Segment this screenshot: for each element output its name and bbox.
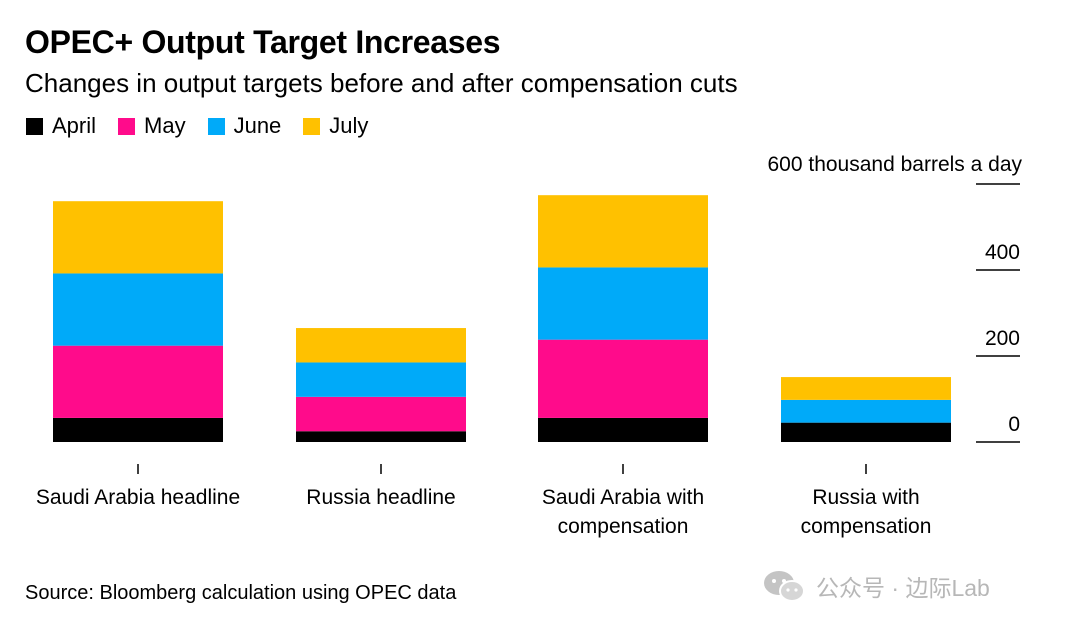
- x-label-line: Russia headline: [306, 486, 455, 509]
- bar-saudi-arabia-headline-april: [53, 417, 223, 442]
- legend-swatch-july: [303, 117, 321, 135]
- watermark: 公众号 · 边际Lab: [762, 568, 990, 604]
- y-tick-label-200: 200: [985, 327, 1020, 350]
- bar-saudi-arabia-headline-june: [53, 273, 223, 346]
- legend-item-may: May: [118, 113, 186, 139]
- bar-saudi-arabia-with-compensation-may: [538, 339, 708, 418]
- x-label-saudi-arabia-headline: Saudi Arabia headline: [36, 486, 240, 509]
- bar-saudi-arabia-headline-may: [53, 345, 223, 418]
- legend: April May June July: [26, 113, 390, 139]
- y-tick-label-400: 400: [985, 241, 1020, 264]
- y-tick-label-0: 0: [1008, 413, 1020, 436]
- wechat-icon: [764, 571, 805, 602]
- legend-label-june: June: [233, 113, 282, 138]
- legend-item-june: June: [207, 113, 282, 139]
- y-axis-unit-label: 600 thousand barrels a day: [767, 153, 1022, 176]
- bar-russia-with-compensation-june: [781, 399, 951, 423]
- x-label-line: Russia with: [812, 486, 919, 509]
- bar-russia-with-compensation-april: [781, 422, 951, 442]
- x-label-russia-headline: Russia headline: [306, 486, 455, 509]
- bar-saudi-arabia-headline-july: [53, 201, 223, 274]
- bar-russia-headline-july: [296, 328, 466, 363]
- legend-label-april: April: [52, 113, 97, 138]
- x-label-line: Saudi Arabia headline: [36, 486, 240, 509]
- x-label-line: compensation: [558, 515, 689, 538]
- x-label-russia-with-compensation: Russia with compensation: [801, 486, 932, 538]
- legend-swatch-june: [207, 117, 225, 135]
- legend-label-july: July: [329, 113, 369, 138]
- chart-title: OPEC+ Output Target Increases: [25, 24, 501, 60]
- x-label-line: compensation: [801, 515, 932, 538]
- legend-swatch-may: [118, 117, 136, 135]
- x-label-line: Saudi Arabia with: [542, 486, 704, 509]
- bar-russia-headline-april: [296, 431, 466, 442]
- bar-saudi-arabia-with-compensation-july: [538, 195, 708, 268]
- bar-russia-headline-may: [296, 396, 466, 432]
- chart-subtitle: Changes in output targets before and aft…: [25, 68, 738, 98]
- watermark-text: 公众号 · 边际Lab: [816, 575, 990, 601]
- legend-item-april: April: [26, 113, 96, 139]
- legend-item-july: July: [303, 113, 368, 139]
- bar-saudi-arabia-with-compensation-april: [538, 417, 708, 442]
- source-note: Source: Bloomberg calculation using OPEC…: [25, 582, 457, 604]
- bar-saudi-arabia-with-compensation-june: [538, 267, 708, 340]
- x-label-saudi-arabia-with-compensation: Saudi Arabia with compensation: [542, 486, 704, 538]
- bar-russia-with-compensation-july: [781, 377, 951, 400]
- bar-russia-headline-june: [296, 362, 466, 397]
- legend-swatch-april: [26, 117, 43, 135]
- legend-label-may: May: [144, 113, 186, 138]
